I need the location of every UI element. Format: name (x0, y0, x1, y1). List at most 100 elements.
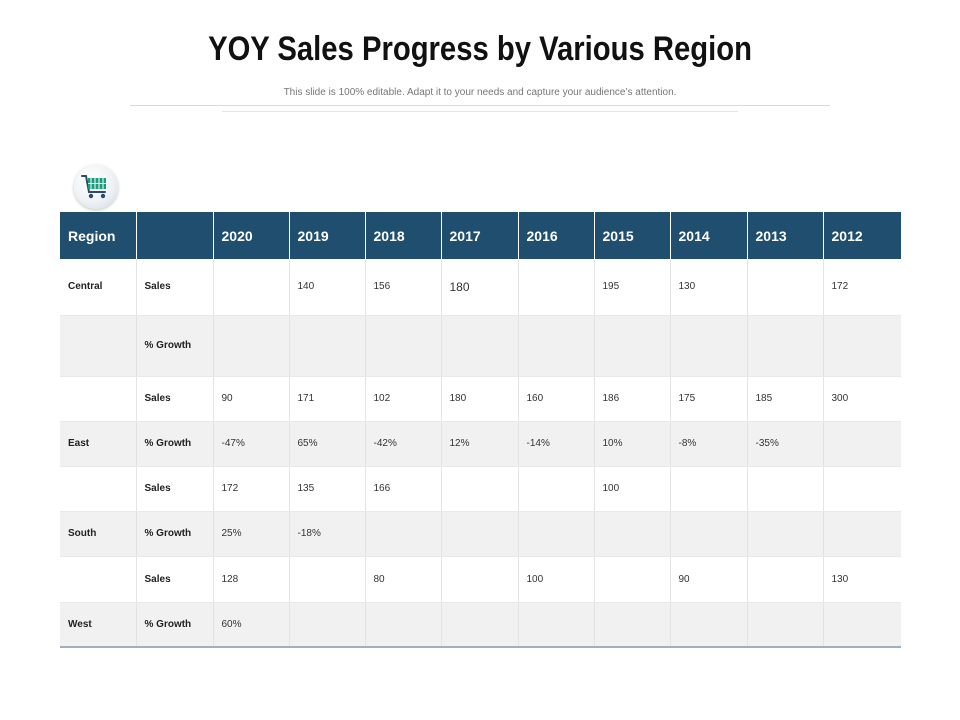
divider-line-secondary (222, 111, 738, 112)
table-cell: 90 (670, 556, 748, 603)
table-cell (518, 315, 595, 377)
table-cell: 172 (213, 466, 290, 512)
column-header-region: Region (60, 212, 137, 259)
table-cell: 175 (670, 376, 748, 422)
column-header-2019: 2019 (289, 212, 366, 259)
column-header-2016: 2016 (518, 212, 595, 259)
table-cell: 90 (213, 376, 290, 422)
table-row: Sales 172 135 166 100 (60, 466, 901, 512)
table-cell: 166 (365, 466, 442, 512)
table-cell (289, 602, 366, 648)
table-cell: 80 (365, 556, 442, 603)
table-row: East % Growth -47% 65% -42% 12% -14% 10%… (60, 421, 901, 467)
table-cell: 25% (213, 511, 290, 557)
column-header-2017: 2017 (441, 212, 519, 259)
sales-table: Region 2020 2019 2018 2017 2016 2015 201… (60, 212, 901, 648)
table-cell (60, 556, 137, 603)
table-cell: 186 (594, 376, 671, 422)
table-cell (441, 511, 519, 557)
table-cell: % Growth (136, 602, 214, 648)
table-cell (213, 315, 290, 377)
table-cell (823, 602, 901, 648)
table-cell: 12% (441, 421, 519, 467)
table-cell: 130 (823, 556, 901, 603)
table-row: Sales 90 171 102 180 160 186 175 185 300 (60, 376, 901, 422)
table-cell-value: 180 (449, 279, 470, 294)
table-cell: 65% (289, 421, 366, 467)
column-header-2014: 2014 (670, 212, 748, 259)
table-cell: 140 (289, 259, 366, 316)
table-cell (289, 315, 366, 377)
table-cell: 180 (441, 259, 519, 316)
table-cell (60, 315, 137, 377)
table-cell: 172 (823, 259, 901, 316)
table-cell (365, 602, 442, 648)
table-cell: Sales (136, 556, 214, 603)
table-row: Sales 128 80 100 90 130 (60, 556, 901, 603)
table-cell (747, 466, 824, 512)
table-cell (670, 315, 748, 377)
table-cell: % Growth (136, 315, 214, 377)
table-cell (823, 466, 901, 512)
table-cell: 128 (213, 556, 290, 603)
table-cell: 102 (365, 376, 442, 422)
table-cell: 156 (365, 259, 442, 316)
table-cell (365, 511, 442, 557)
table-cell (670, 466, 748, 512)
page-title: YOY Sales Progress by Various Region (208, 30, 752, 68)
table-cell (823, 421, 901, 467)
table-cell: 100 (518, 556, 595, 603)
table-header-row: Region 2020 2019 2018 2017 2016 2015 201… (60, 212, 901, 259)
table-cell: 160 (518, 376, 595, 422)
column-header-2020: 2020 (213, 212, 290, 259)
table-cell: East (60, 421, 137, 467)
table-cell (823, 511, 901, 557)
table-cell: Central (60, 259, 137, 316)
column-header-metric (136, 212, 214, 259)
table-cell (518, 466, 595, 512)
table-cell (518, 511, 595, 557)
table-cell: -14% (518, 421, 595, 467)
table-cell (441, 602, 519, 648)
table-cell (670, 602, 748, 648)
table-cell (670, 511, 748, 557)
table-row: % Growth (60, 315, 901, 377)
table-cell (747, 259, 824, 316)
table-cell (213, 259, 290, 316)
table-cell (823, 315, 901, 377)
page-subtitle: This slide is 100% editable. Adapt it to… (283, 87, 677, 98)
table-cell: -8% (670, 421, 748, 467)
table-cell (289, 556, 366, 603)
table-cell (60, 376, 137, 422)
table-row: West % Growth 60% (60, 602, 901, 648)
table-cell: Sales (136, 259, 214, 316)
table-cell: 180 (441, 376, 519, 422)
shopping-cart-icon (74, 165, 118, 209)
table-cell (747, 602, 824, 648)
table-cell (747, 556, 824, 603)
table-row: Central Sales 140 156 180 195 130 172 (60, 259, 901, 316)
table-cell (747, 511, 824, 557)
table-cell: % Growth (136, 421, 214, 467)
table-cell: 135 (289, 466, 366, 512)
table-cell: West (60, 602, 137, 648)
table-cell: 60% (213, 602, 290, 648)
table-cell: Sales (136, 376, 214, 422)
table-cell: 195 (594, 259, 671, 316)
table-cell (441, 315, 519, 377)
table-cell: 10% (594, 421, 671, 467)
table-cell: -47% (213, 421, 290, 467)
column-header-2015: 2015 (594, 212, 671, 259)
table-cell: 171 (289, 376, 366, 422)
column-header-2018: 2018 (365, 212, 442, 259)
table-cell: 185 (747, 376, 824, 422)
table-cell: -18% (289, 511, 366, 557)
table-cell (441, 466, 519, 512)
table-cell (365, 315, 442, 377)
column-header-2012: 2012 (823, 212, 901, 259)
table-cell (594, 511, 671, 557)
table-cell: 300 (823, 376, 901, 422)
table-cell: -42% (365, 421, 442, 467)
table-cell (518, 602, 595, 648)
table-cell: 100 (594, 466, 671, 512)
